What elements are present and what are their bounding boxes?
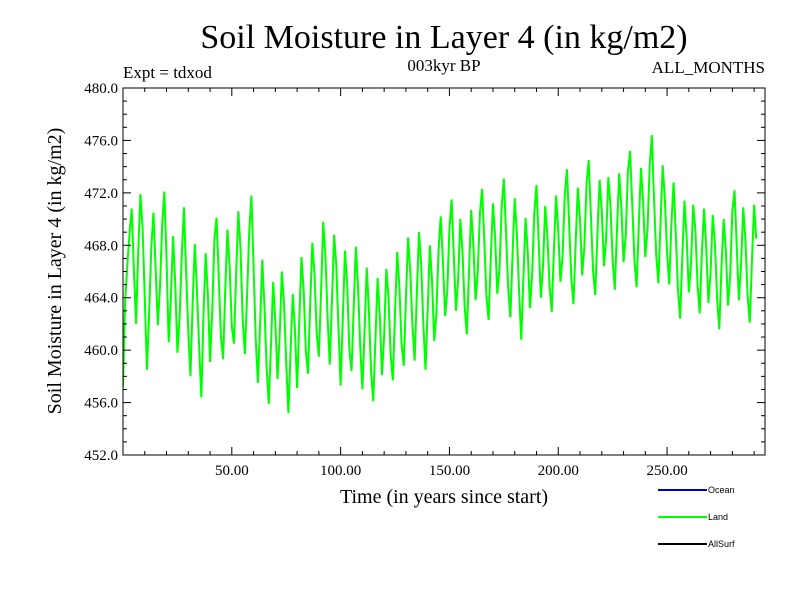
series-line-land [123, 135, 758, 414]
chart-subtitle: 003kyr BP [407, 56, 480, 75]
experiment-label: Expt = tdxod [123, 63, 212, 82]
x-tick-label: 150.00 [429, 463, 470, 479]
legend: Ocean Land AllSurf [658, 485, 735, 549]
x-tick-label: 100.00 [320, 463, 361, 479]
y-tick-label: 460.0 [84, 343, 118, 359]
months-label: ALL_MONTHS [652, 58, 765, 77]
x-tick-label: 50.00 [215, 463, 249, 479]
y-tick-label: 472.0 [84, 186, 118, 202]
y-tick-label: 456.0 [84, 396, 118, 412]
y-tick-label: 476.0 [84, 133, 118, 149]
x-tick-label: 200.00 [538, 463, 579, 479]
x-tick-label: 250.00 [646, 463, 687, 479]
legend-label-land: Land [708, 512, 728, 522]
plot-area [123, 135, 758, 414]
x-axis-label: Time (in years since start) [340, 486, 548, 508]
chart-title: Soil Moisture in Layer 4 (in kg/m2) [200, 19, 687, 56]
y-tick-label: 464.0 [84, 291, 118, 307]
legend-label-allsurf: AllSurf [708, 539, 735, 549]
axes: 50.00 100.00 150.00 200.00 250.00 452.0 456.0 4… [84, 81, 765, 479]
y-tick-label: 480.0 [84, 81, 118, 97]
y-tick-label: 452.0 [84, 448, 118, 464]
y-axis-label: Soil Moisture in Layer 4 (in kg/m2) [44, 128, 66, 415]
y-tick-label: 468.0 [84, 238, 118, 254]
legend-label-ocean: Ocean [708, 485, 735, 495]
